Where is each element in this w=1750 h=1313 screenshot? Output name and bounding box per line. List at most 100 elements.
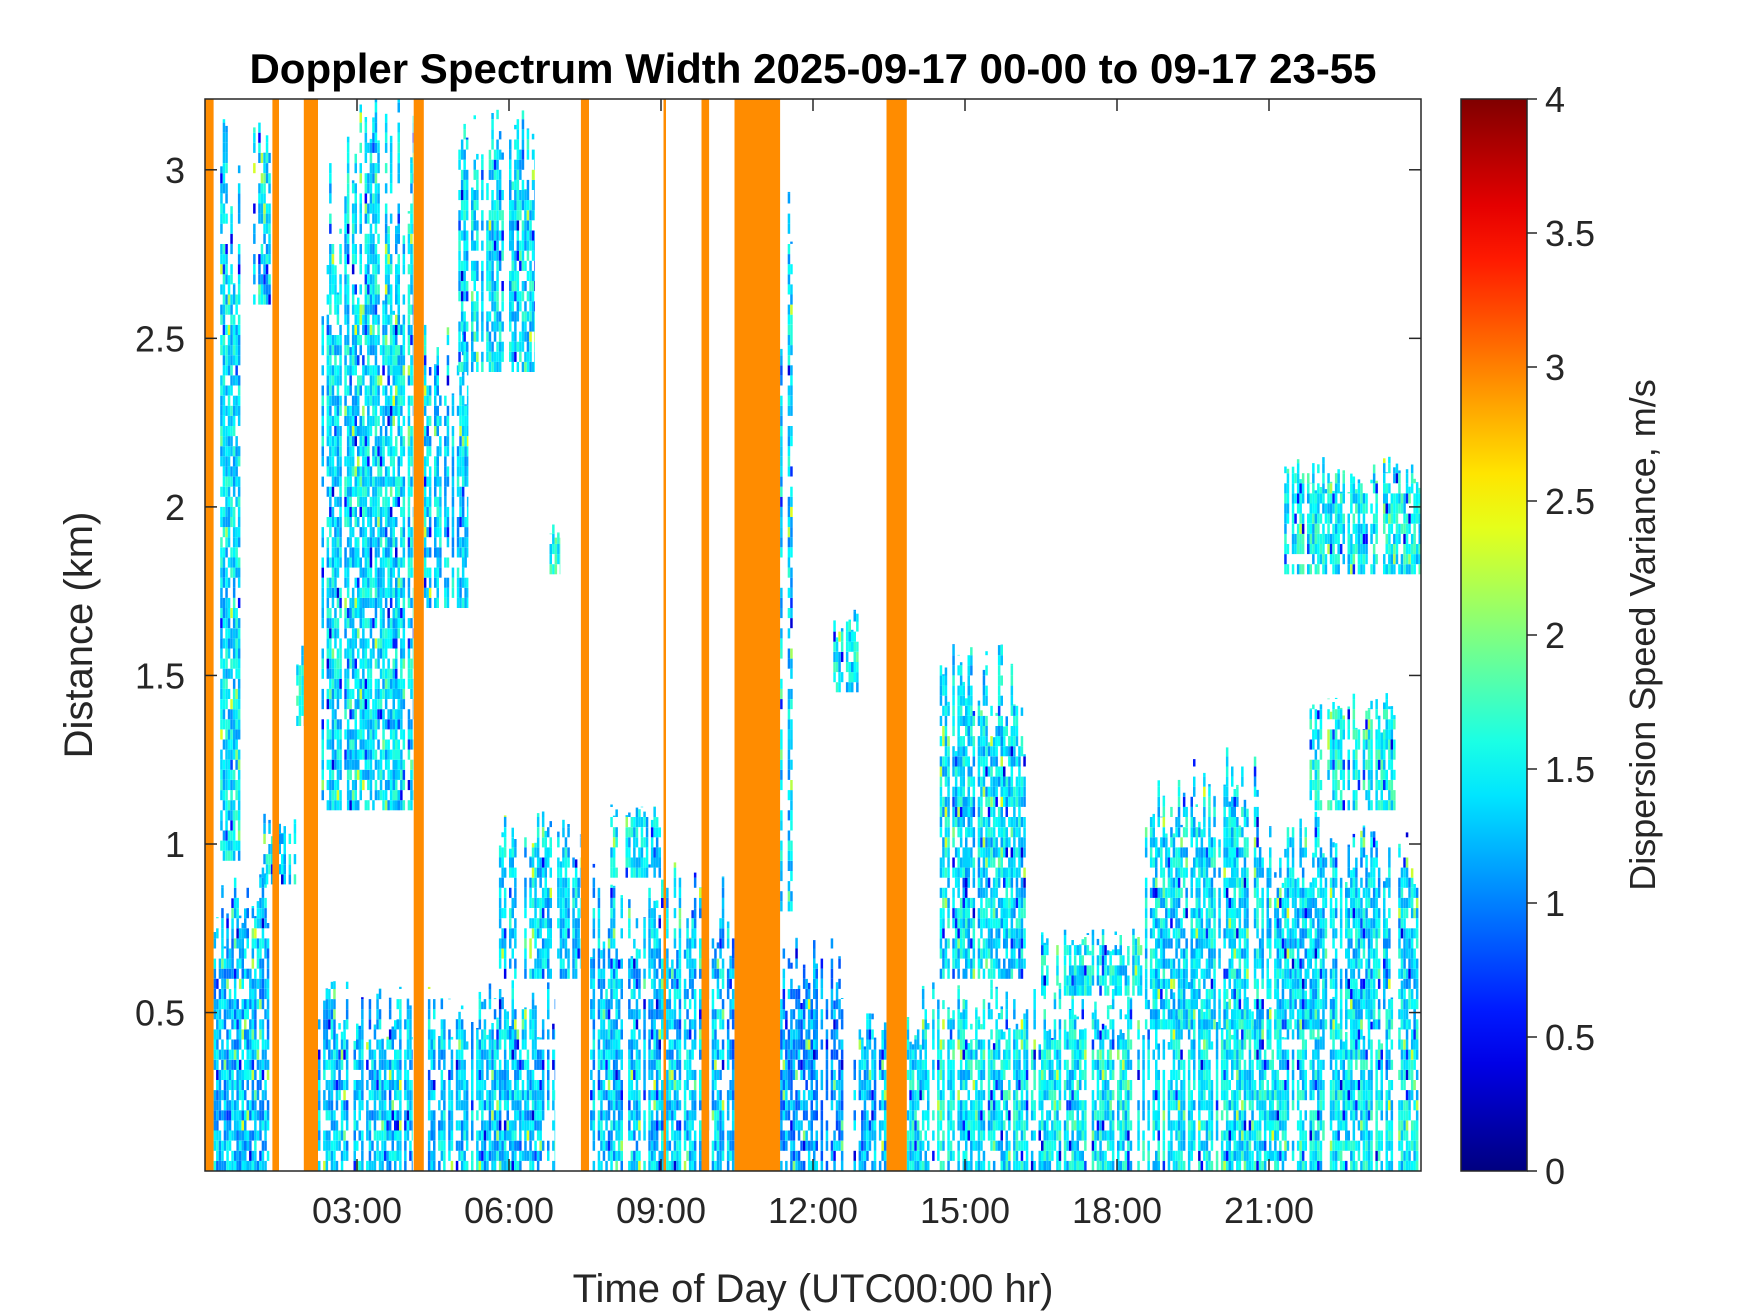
heatmap-cell — [539, 1120, 542, 1131]
heatmap-cell — [519, 169, 522, 180]
heatmap-cell — [382, 587, 385, 598]
heatmap-cell — [361, 997, 364, 1000]
heatmap-cell — [379, 618, 383, 629]
heatmap-cell — [638, 1130, 641, 1141]
heatmap-cell — [384, 557, 388, 568]
heatmap-cell — [412, 628, 414, 639]
heatmap-cell — [509, 1090, 512, 1101]
heatmap-cell — [323, 1049, 326, 1060]
heatmap-cell — [600, 1100, 603, 1111]
heatmap-cell — [373, 1150, 377, 1161]
heatmap-cell — [339, 335, 342, 346]
heatmap-cell — [635, 1100, 639, 1111]
heatmap-cell — [562, 857, 565, 868]
heatmap-cell — [387, 506, 390, 517]
heatmap-cell — [559, 908, 563, 919]
heatmap-cell — [230, 769, 233, 780]
heatmap-cell — [612, 928, 616, 939]
heatmap-cell — [534, 1090, 537, 1101]
heatmap-cell — [222, 405, 226, 416]
heatmap-cell — [241, 978, 244, 989]
heatmap-cell — [483, 1049, 487, 1060]
heatmap-cell — [498, 169, 502, 180]
heatmap-cell — [235, 375, 238, 386]
heatmap-cell — [412, 476, 414, 487]
heatmap-cell — [427, 1160, 431, 1171]
heatmap-cell — [460, 1130, 464, 1141]
heatmap-cell — [379, 668, 383, 679]
heatmap-cell — [364, 658, 368, 669]
heatmap-cell — [346, 739, 350, 750]
heatmap-cell — [351, 395, 355, 406]
heatmap-cell — [374, 638, 378, 649]
heatmap-cell — [233, 938, 237, 949]
heatmap-cell — [261, 968, 265, 979]
heatmap-cell — [498, 179, 502, 190]
heatmap-cell — [226, 1090, 229, 1101]
heatmap-cell — [450, 1110, 454, 1121]
heatmap-cell — [471, 351, 474, 362]
heatmap-cell — [326, 547, 330, 558]
heatmap-cell — [367, 800, 370, 811]
heatmap-cell — [516, 129, 520, 140]
heatmap-cell — [536, 1120, 540, 1131]
heatmap-cell — [503, 928, 507, 939]
heatmap-cell — [349, 648, 352, 659]
heatmap-cell — [395, 395, 398, 406]
heatmap-cell — [476, 1090, 479, 1101]
heatmap-cell — [261, 897, 265, 908]
heatmap-cell — [460, 1029, 464, 1040]
heatmap-cell — [235, 648, 238, 659]
heatmap-cell — [223, 1140, 227, 1151]
heatmap-cell — [225, 355, 228, 366]
heatmap-cell — [358, 1049, 361, 1060]
heatmap-cell — [539, 908, 542, 919]
heatmap-cell — [220, 688, 223, 699]
heatmap-cell — [395, 496, 398, 507]
heatmap-cell — [364, 719, 368, 730]
heatmap-cell — [367, 729, 370, 740]
heatmap-cell — [547, 887, 550, 898]
heatmap-cell — [481, 1059, 484, 1070]
heatmap-cell — [227, 335, 231, 346]
heatmap-cell — [407, 729, 411, 740]
heatmap-cell — [232, 769, 236, 780]
heatmap-cell — [395, 324, 398, 335]
heatmap-cell — [246, 908, 249, 919]
heatmap-cell — [465, 1110, 469, 1121]
heatmap-cell — [364, 203, 368, 214]
heatmap-cell — [235, 395, 238, 406]
heatmap-cell — [225, 254, 228, 265]
heatmap-cell — [384, 314, 388, 325]
heatmap-cell — [265, 173, 269, 184]
heatmap-cell — [460, 210, 464, 221]
heatmap-cell — [333, 1120, 336, 1131]
heatmap-cell — [225, 810, 228, 821]
heatmap-cell — [381, 1120, 384, 1131]
heatmap-cell — [531, 968, 535, 979]
heatmap-cell — [511, 210, 514, 221]
heatmap-cell — [607, 1059, 611, 1070]
heatmap-cell — [496, 1110, 499, 1121]
heatmap-cell — [436, 355, 439, 366]
heatmap-cell — [387, 466, 390, 477]
heatmap-cell — [329, 557, 332, 568]
heatmap-cell — [369, 618, 373, 629]
heatmap-cell — [372, 739, 375, 750]
heatmap-cell — [266, 1120, 270, 1131]
heatmap-cell — [534, 250, 535, 261]
heatmap-cell — [461, 537, 465, 548]
heatmap-cell — [362, 577, 365, 588]
heatmap-cell — [227, 345, 231, 356]
heatmap-cell — [638, 1150, 641, 1161]
heatmap-cell — [353, 1100, 356, 1111]
heatmap-cell — [521, 250, 525, 261]
heatmap-cell — [516, 1110, 520, 1121]
heatmap-cell — [466, 496, 469, 507]
heatmap-cell — [227, 850, 231, 861]
heatmap-cell — [493, 1120, 497, 1131]
heatmap-cell — [459, 466, 462, 477]
heatmap-cell — [326, 426, 330, 437]
heatmap-cell — [615, 968, 618, 979]
heatmap-cell — [336, 769, 340, 780]
